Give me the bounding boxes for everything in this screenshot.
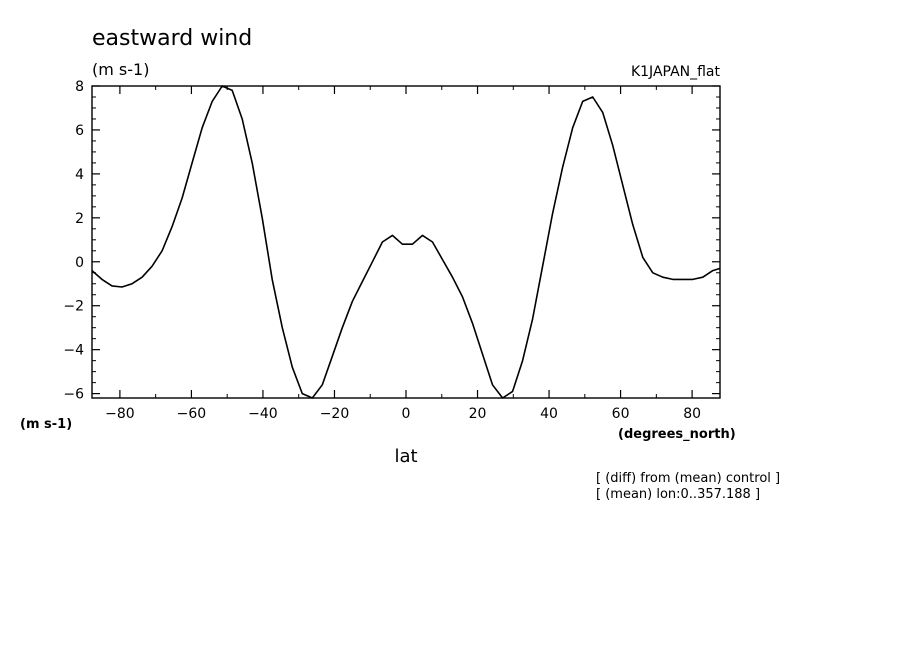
y-tick-label: 6 — [75, 123, 84, 139]
y-tick-label: −6 — [63, 387, 84, 403]
y-axis-tick-labels: −6 −4 −2 0 2 4 6 8 — [63, 79, 84, 403]
x-tick-label: 60 — [612, 406, 630, 422]
y-tick-label: 4 — [75, 167, 84, 183]
x-axis-ticks — [119, 86, 693, 398]
y-tick-label: 8 — [75, 79, 84, 95]
x-tick-label: 0 — [402, 406, 411, 422]
x-axis-label: lat — [394, 446, 417, 467]
chart-subtitle: (m s-1) — [92, 60, 149, 79]
series-line — [91, 85, 721, 399]
annotation-mean: [ (mean) lon:0..357.188 ] — [596, 487, 760, 502]
plot-frame — [91, 85, 721, 399]
y-axis-ticks — [92, 85, 720, 395]
annotation-diff: [ (diff) from (mean) control ] — [596, 471, 780, 486]
y-axis-units: (m s-1) — [20, 417, 72, 432]
x-tick-label: 80 — [683, 406, 701, 422]
x-tick-label: −60 — [177, 406, 207, 422]
y-tick-label: −2 — [63, 299, 84, 315]
y-tick-label: 0 — [75, 255, 84, 271]
x-axis-tick-labels: −80 −60 −40 −20 0 20 40 60 80 — [105, 406, 701, 422]
x-tick-label: −40 — [248, 406, 278, 422]
x-tick-label: 40 — [540, 406, 558, 422]
y-tick-label: 2 — [75, 211, 84, 227]
chart-title: eastward wind — [92, 26, 252, 51]
x-tick-label: −80 — [105, 406, 135, 422]
run-label: K1JAPAN_flat — [631, 64, 721, 80]
y-tick-label: −4 — [63, 343, 84, 359]
x-tick-label: −20 — [320, 406, 350, 422]
x-axis-units: (degrees_north) — [618, 427, 736, 442]
x-tick-label: 20 — [469, 406, 487, 422]
